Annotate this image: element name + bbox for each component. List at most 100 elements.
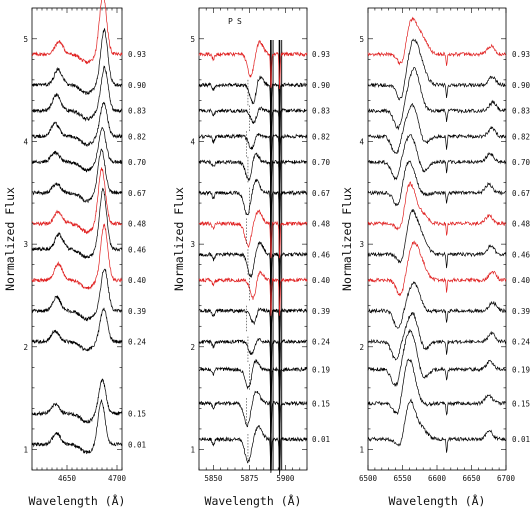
spectrum-right-0-19 xyxy=(367,328,507,387)
x-tick-label: 4650 xyxy=(58,474,77,483)
phase-label: 0.01 xyxy=(512,435,530,444)
phase-label: 0.70 xyxy=(312,158,331,167)
phase-label: 0.19 xyxy=(312,365,330,374)
phase-label: 0.01 xyxy=(312,435,330,444)
y-tick-label: 1 xyxy=(190,445,195,454)
spectrum-left-0-39 xyxy=(31,268,123,322)
phase-label: 0.15 xyxy=(312,399,330,408)
phase-label: 0.82 xyxy=(312,132,330,141)
phase-label: 0.93 xyxy=(312,50,330,59)
spectrum-right-0-48 xyxy=(367,181,507,236)
x-tick-label: 6700 xyxy=(497,474,516,483)
x-tick-label: 6500 xyxy=(359,474,378,483)
spectrum-left-0-46 xyxy=(31,187,123,260)
spectrum-left-0-01 xyxy=(31,399,123,455)
phase-label: 0.15 xyxy=(512,399,530,408)
spectrum-left-0-90 xyxy=(31,27,123,95)
spectrum-right-0-67 xyxy=(367,160,507,207)
y-tick-label: 4 xyxy=(190,137,195,146)
spectrum-middle-0-40 xyxy=(198,270,308,316)
spectrum-middle-0-70 xyxy=(198,152,308,198)
x-axis-label: Wavelength (Å) xyxy=(205,493,302,508)
x-tick-label: 5850 xyxy=(204,474,223,483)
x-tick-label: 4700 xyxy=(108,474,127,483)
x-tick-label: 6550 xyxy=(393,474,412,483)
phase-label: 0.40 xyxy=(128,276,147,285)
spectrum-left-0-70 xyxy=(31,126,123,173)
phase-label: 0.70 xyxy=(128,158,147,167)
spectrum-right-0-82 xyxy=(367,103,507,154)
phase-label: 0.82 xyxy=(128,132,146,141)
phase-label: 0.67 xyxy=(312,189,330,198)
panel-middle: 5850 5875 5900 1 2 3 4 5 Wavelength (Å) Normalize… xyxy=(172,7,331,508)
spectrum-right-0-39 xyxy=(367,281,507,329)
spectrum-middle-0-93 xyxy=(198,40,308,89)
phase-label: 0.40 xyxy=(312,276,331,285)
spectrum-left-0-15 xyxy=(31,378,123,424)
phase-label: 0.67 xyxy=(512,189,530,198)
y-tick-label: 3 xyxy=(23,240,28,249)
phase-label: 0.15 xyxy=(128,410,146,419)
y-tick-label: 5 xyxy=(190,35,195,44)
spectrum-right-0-40 xyxy=(367,240,507,297)
spectrum-middle-0-67 xyxy=(198,178,308,229)
phase-label: 0.24 xyxy=(128,338,147,347)
panel-right: 6500 6550 6600 6650 6700 1 2 3 4 5 Wavelength (Å) N… xyxy=(340,7,531,508)
y-tick-label: 4 xyxy=(359,137,364,146)
phase-label: 0.82 xyxy=(512,132,530,141)
phase-label: 0.01 xyxy=(128,440,146,449)
spectrum-middle-0-83 xyxy=(198,106,308,146)
phase-label: 0.40 xyxy=(512,276,531,285)
spectrum-right-0-24 xyxy=(367,312,507,361)
spectrum-right-0-93 xyxy=(367,16,507,66)
phase-label: 0.48 xyxy=(128,220,147,229)
x-tick-label: 5900 xyxy=(276,474,295,483)
y-tick-label: 1 xyxy=(359,445,364,454)
y-tick-label: 2 xyxy=(190,343,195,352)
y-tick-label: 2 xyxy=(23,343,28,352)
spectrum-left-0-24 xyxy=(31,307,123,352)
phase-label: 0.93 xyxy=(512,50,530,59)
phase-label: 0.93 xyxy=(128,50,146,59)
panel-middle-mark-s: S xyxy=(237,17,242,26)
x-axis-label: Wavelength (Å) xyxy=(389,493,486,508)
phase-label: 0.67 xyxy=(128,189,146,198)
y-tick-label: 5 xyxy=(23,35,28,44)
phase-label: 0.19 xyxy=(512,365,530,374)
phase-label: 0.83 xyxy=(128,107,146,116)
spectrum-left-0-48 xyxy=(31,167,123,235)
panel-left-frame xyxy=(31,7,123,471)
spectrum-middle-0-46 xyxy=(198,241,308,292)
y-tick-label: 5 xyxy=(359,35,364,44)
y-tick-label: 4 xyxy=(23,137,28,146)
x-tick-label: 6600 xyxy=(428,474,447,483)
y-tick-label: 2 xyxy=(359,343,364,352)
spectrum-right-0-01 xyxy=(367,398,507,453)
spectrum-left-0-67 xyxy=(31,148,123,204)
spectrum-right-0-90 xyxy=(367,38,507,101)
phase-label: 0.46 xyxy=(312,250,331,259)
phase-label: 0.70 xyxy=(512,158,531,167)
spectrum-middle-0-90 xyxy=(198,75,308,121)
phase-label: 0.24 xyxy=(312,338,331,347)
phase-label: 0.24 xyxy=(512,338,531,347)
panel-middle-mark-p: P xyxy=(228,17,233,26)
y-tick-label: 3 xyxy=(190,240,195,249)
spectrum-middle-0-39 xyxy=(198,307,308,348)
phase-label: 0.39 xyxy=(312,307,330,316)
phase-label: 0.90 xyxy=(128,81,147,90)
y-axis-label: Normalized Flux xyxy=(3,187,17,291)
spectrum-middle-0-15 xyxy=(198,390,308,439)
spectrum-middle-0-19 xyxy=(198,358,308,407)
y-tick-label: 3 xyxy=(359,240,364,249)
phase-label: 0.90 xyxy=(512,81,531,90)
x-axis-label: Wavelength (Å) xyxy=(29,493,126,508)
phase-label: 0.90 xyxy=(312,81,331,90)
y-tick-label: 1 xyxy=(23,445,28,454)
phase-label: 0.48 xyxy=(312,220,331,229)
phase-label: 0.46 xyxy=(128,245,147,254)
phase-label: 0.48 xyxy=(512,220,531,229)
panel-right-frame xyxy=(367,7,507,471)
panel-middle-frame xyxy=(198,7,308,471)
